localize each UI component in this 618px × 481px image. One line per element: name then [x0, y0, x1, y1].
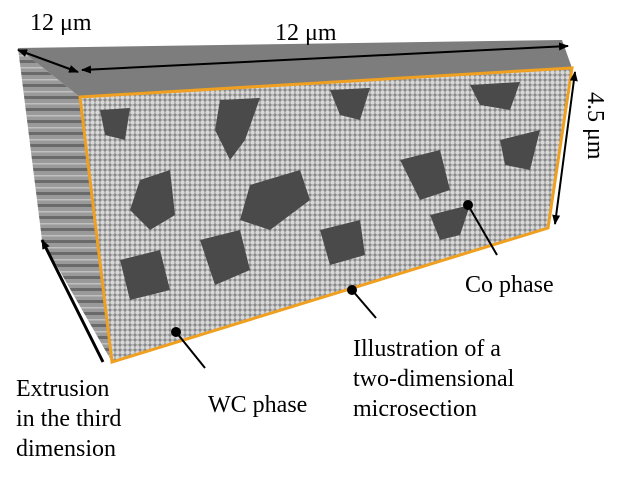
wc-phase-label: WC phase: [208, 392, 307, 418]
microsection-label: two-dimensional: [353, 366, 515, 392]
width-label: 12 μm: [275, 20, 337, 46]
figure: 12 μm 12 μm 4.5 μm Co phase Illustration…: [0, 0, 618, 481]
extrusion-label: Extrusion: [16, 376, 109, 402]
height-label: 4.5 μm: [582, 92, 608, 160]
extrusion-label: dimension: [16, 436, 116, 462]
microsection-label: microsection: [353, 396, 477, 422]
extrusion-label: in the third: [16, 406, 121, 432]
microsection-label: Illustration of a: [353, 336, 501, 362]
co-phase-label: Co phase: [465, 272, 554, 298]
depth-label: 12 μm: [30, 10, 92, 36]
